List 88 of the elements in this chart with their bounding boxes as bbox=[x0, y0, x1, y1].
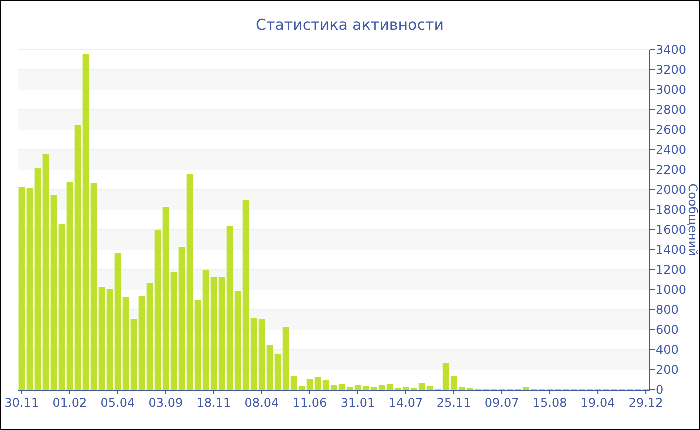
bar bbox=[298, 386, 306, 390]
y-axis-title: Сообщений bbox=[686, 184, 700, 256]
bar bbox=[18, 187, 26, 390]
bar bbox=[330, 385, 338, 390]
x-tick-label: 03.09 bbox=[148, 396, 184, 410]
y-tick-label: 200 bbox=[656, 363, 679, 378]
bar bbox=[226, 226, 234, 390]
bar bbox=[138, 296, 146, 390]
bar bbox=[426, 386, 434, 390]
bar bbox=[354, 385, 362, 390]
bar bbox=[274, 354, 282, 390]
bar bbox=[346, 387, 354, 390]
bar bbox=[90, 183, 98, 390]
x-tick-label: 18.11 bbox=[196, 396, 232, 410]
chart-title: Статистика активности bbox=[256, 16, 444, 34]
bar bbox=[26, 188, 34, 390]
bar bbox=[178, 247, 186, 390]
bar bbox=[98, 287, 106, 390]
bar bbox=[186, 174, 194, 390]
y-tick-label: 1400 bbox=[656, 243, 687, 258]
y-tick-label: 2200 bbox=[656, 163, 687, 178]
bar bbox=[42, 154, 50, 390]
y-tick-label: 800 bbox=[656, 303, 679, 318]
x-tick-label: 08.04 bbox=[244, 396, 280, 410]
bar bbox=[234, 291, 242, 390]
x-tick-label: 11.06 bbox=[292, 396, 328, 410]
x-tick-label: 19.04 bbox=[580, 396, 616, 410]
y-tick-label: 1800 bbox=[656, 203, 687, 218]
x-tick-label: 29.12 bbox=[628, 396, 664, 410]
bar bbox=[306, 379, 314, 390]
y-tick-label: 2600 bbox=[656, 123, 687, 138]
bar bbox=[146, 283, 154, 390]
bar bbox=[386, 384, 394, 390]
bar bbox=[378, 385, 386, 390]
bar bbox=[458, 387, 466, 390]
y-tick-label: 600 bbox=[656, 323, 679, 338]
bar bbox=[106, 289, 114, 390]
y-tick-label: 1000 bbox=[656, 283, 687, 298]
bar bbox=[338, 384, 346, 390]
bar bbox=[210, 277, 218, 390]
x-tick-label: 31.01 bbox=[340, 396, 376, 410]
bar bbox=[122, 297, 130, 390]
x-tick-label: 30.11 bbox=[4, 396, 40, 410]
bar bbox=[74, 125, 82, 390]
bar bbox=[114, 253, 122, 390]
y-tick-label: 1200 bbox=[656, 263, 687, 278]
bar bbox=[66, 182, 74, 390]
bar bbox=[154, 230, 162, 390]
bar bbox=[314, 377, 322, 390]
x-tick-label: 01.02 bbox=[52, 396, 88, 410]
bar bbox=[202, 270, 210, 390]
bar bbox=[82, 54, 90, 390]
bar bbox=[170, 272, 178, 390]
y-tick-label: 1600 bbox=[656, 223, 687, 238]
y-tick-label: 2400 bbox=[656, 143, 687, 158]
bar bbox=[194, 300, 202, 390]
bar bbox=[418, 383, 426, 390]
y-tick-label: 400 bbox=[656, 343, 679, 358]
bar bbox=[58, 224, 66, 390]
bar bbox=[50, 195, 58, 390]
y-tick-label: 0 bbox=[656, 383, 664, 398]
bar bbox=[362, 386, 370, 390]
bar bbox=[522, 387, 530, 390]
bar bbox=[402, 387, 410, 390]
y-tick-label: 3200 bbox=[656, 63, 687, 78]
x-tick-label: 15.08 bbox=[532, 396, 568, 410]
bar bbox=[258, 319, 266, 390]
bar bbox=[282, 327, 290, 390]
x-tick-label: 09.07 bbox=[484, 396, 520, 410]
bar bbox=[322, 380, 330, 390]
x-tick-label: 14.07 bbox=[388, 396, 424, 410]
x-tick-label: 05.04 bbox=[100, 396, 136, 410]
bar bbox=[218, 277, 226, 390]
bar bbox=[162, 207, 170, 390]
bar bbox=[370, 387, 378, 390]
bar bbox=[442, 363, 450, 390]
y-tick-label: 2000 bbox=[656, 183, 687, 198]
y-tick-label: 2800 bbox=[656, 103, 687, 118]
bar bbox=[242, 200, 250, 390]
y-tick-label: 3400 bbox=[656, 43, 687, 58]
bar bbox=[290, 376, 298, 390]
bar bbox=[266, 345, 274, 390]
bar bbox=[450, 376, 458, 390]
x-tick-label: 25.11 bbox=[436, 396, 472, 410]
bar bbox=[130, 319, 138, 390]
bar bbox=[250, 318, 258, 390]
bar bbox=[34, 168, 42, 390]
y-tick-label: 3000 bbox=[656, 83, 687, 98]
